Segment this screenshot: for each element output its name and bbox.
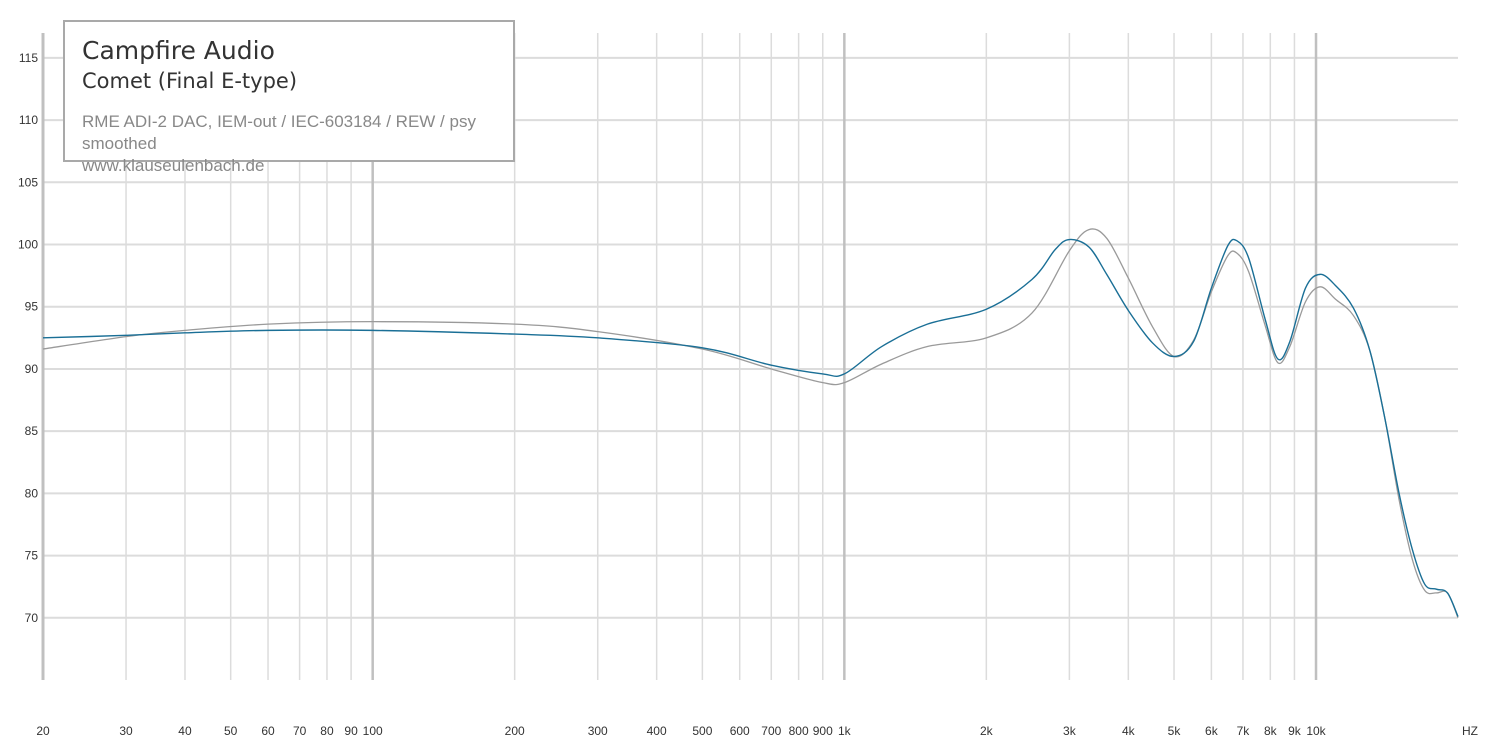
x-tick-label: 30	[119, 724, 133, 738]
x-tick-label: 5k	[1168, 724, 1182, 738]
y-axis-ticks: 70 75 80 85 90 95 100 105 110 115	[18, 51, 38, 625]
x-tick-label: 800	[789, 724, 809, 738]
model-subtitle: Comet (Final E-type)	[82, 69, 298, 93]
x-tick-label: 70	[293, 724, 307, 738]
x-tick-label: 2k	[980, 724, 994, 738]
measurement-info: RME ADI-2 DAC, IEM-out / IEC-603184 / RE…	[82, 111, 513, 177]
x-tick-label: 9k	[1288, 724, 1302, 738]
main-curve	[42, 238, 1459, 617]
x-tick-label: 7k	[1237, 724, 1251, 738]
x-tick-label: 1k	[838, 724, 852, 738]
y-tick-label: 100	[18, 238, 38, 252]
x-tick-label: 500	[692, 724, 712, 738]
y-tick-label: 70	[25, 611, 39, 625]
measurement-setup: RME ADI-2 DAC, IEM-out / IEC-603184 / RE…	[82, 112, 476, 153]
x-tick-label: 60	[261, 724, 275, 738]
x-tick-label: 80	[320, 724, 334, 738]
x-axis-ticks: 20 30 40 50 60 70 80 90 100 200 300 400 500 600 700 800…	[36, 724, 1478, 738]
x-tick-label: 50	[224, 724, 238, 738]
x-tick-label: 90	[344, 724, 358, 738]
x-tick-label: 100	[363, 724, 383, 738]
x-tick-label: 400	[647, 724, 667, 738]
x-tick-label: 900	[813, 724, 833, 738]
x-tick-label: 3k	[1063, 724, 1077, 738]
y-tick-label: 85	[25, 424, 39, 438]
x-tick-label: 200	[505, 724, 525, 738]
x-tick-label: 700	[761, 724, 781, 738]
x-tick-label: 10k	[1306, 724, 1326, 738]
y-tick-label: 115	[19, 51, 38, 65]
x-tick-label: 6k	[1205, 724, 1219, 738]
y-tick-label: 110	[19, 113, 38, 127]
x-tick-label: 8k	[1264, 724, 1278, 738]
legend-box: Campfire Audio Comet (Final E-type) RME …	[63, 20, 515, 175]
y-tick-label: 95	[25, 300, 39, 314]
y-tick-label: 75	[25, 549, 39, 563]
x-tick-label: 40	[178, 724, 192, 738]
y-tick-label: 90	[25, 362, 39, 376]
x-tick-label: 600	[730, 724, 750, 738]
website-url: www.klauseulenbach.de	[82, 156, 265, 175]
y-tick-label: 80	[25, 486, 39, 500]
comparison-curve	[42, 228, 1459, 619]
x-tick-label: 4k	[1122, 724, 1136, 738]
series-lines	[42, 228, 1459, 619]
y-tick-label: 105	[18, 175, 38, 189]
x-tick-label: 20	[36, 724, 50, 738]
x-tick-label: 300	[588, 724, 608, 738]
brand-title: Campfire Audio	[82, 36, 275, 65]
x-axis-label: HZ	[1462, 724, 1478, 738]
